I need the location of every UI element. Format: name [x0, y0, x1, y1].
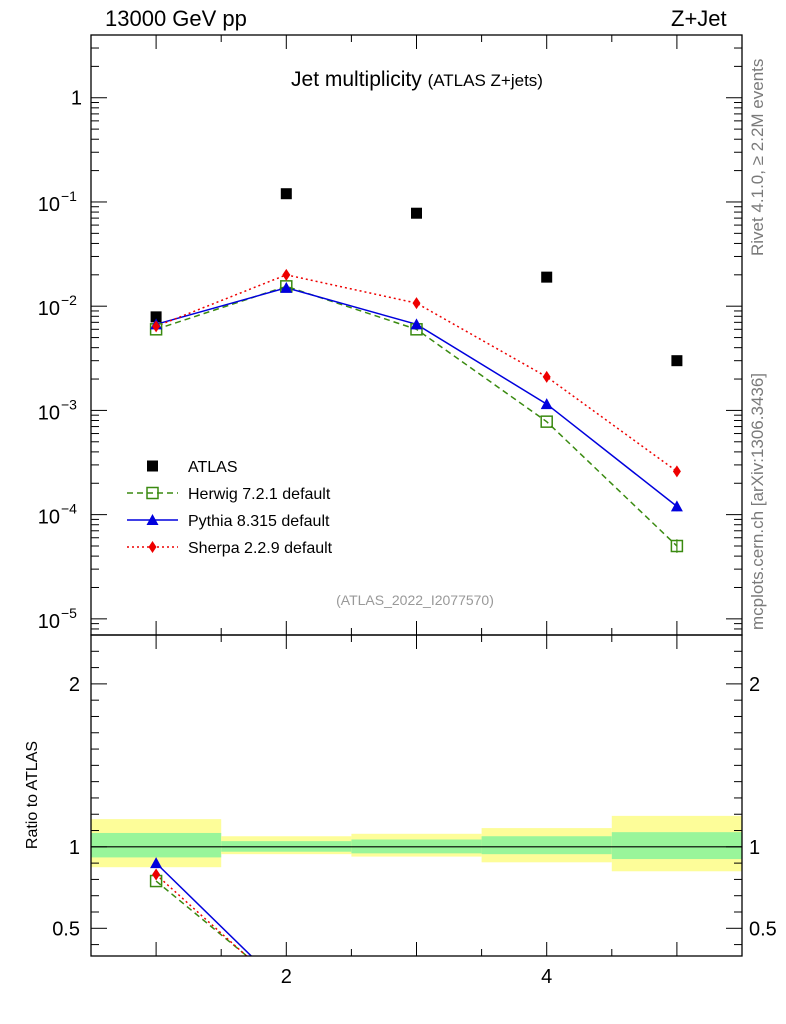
y-tick-label: 10 [38, 402, 60, 424]
ratio-line-0 [155, 880, 249, 956]
ratio-point [152, 868, 161, 881]
legend-label: ATLAS [188, 459, 238, 476]
data-point [541, 271, 553, 283]
data-point [540, 415, 553, 428]
chart-title: Jet multiplicity (ATLAS Z+jets) [291, 68, 543, 91]
legend-label: Pythia 8.315 default [188, 513, 330, 530]
data-point [280, 281, 293, 293]
data-point [150, 311, 162, 323]
ratio-tick-label-left: 1 [69, 837, 80, 859]
data-point [671, 355, 683, 367]
y-tick-label: 10 [38, 507, 60, 529]
data-point [152, 320, 161, 333]
y-tick-exponent: −2 [61, 292, 77, 308]
ratio-band-inner [611, 832, 742, 860]
ratio-tick-label-right: 0.5 [749, 918, 777, 940]
y-tick-exponent: −4 [61, 501, 77, 517]
ratio-band-inner [91, 832, 222, 858]
ratio-y-axis-label: Ratio to ATLAS [24, 741, 41, 849]
ratio-line-1 [155, 862, 253, 956]
ratio-tick-label-right: 1 [749, 837, 760, 859]
legend-label: Herwig 7.2.1 default [188, 486, 331, 503]
data-point [282, 268, 291, 281]
ratio-tick-label-left: 0.5 [52, 918, 80, 940]
ratio-tick-label-left: 2 [69, 674, 80, 696]
analysis-tag: (ATLAS_2022_I2077570) [336, 592, 494, 608]
ratio-band-inner [481, 836, 612, 855]
data-point [280, 188, 292, 200]
process-label: Z+Jet [671, 6, 727, 31]
data-point [672, 465, 681, 478]
data-point [540, 398, 553, 410]
data-point [412, 297, 421, 310]
series-line-3 [155, 274, 678, 472]
x-tick-label: 4 [541, 966, 552, 988]
y-tick-label: 10 [38, 194, 60, 216]
legend-marker [148, 541, 157, 553]
data-point [410, 318, 423, 330]
y-tick-exponent: −1 [61, 188, 77, 204]
legend-label: Sherpa 2.2.9 default [188, 540, 333, 557]
data-point [411, 207, 422, 219]
legend-marker [146, 486, 159, 500]
y-tick-label: 10 [38, 611, 60, 633]
y-tick-label: 10 [38, 298, 60, 320]
legend-marker [146, 514, 159, 525]
legend-marker [147, 460, 158, 472]
data-point [542, 370, 551, 383]
ratio-tick-label-right: 2 [749, 674, 760, 696]
ratio-line-2 [155, 873, 248, 956]
ratio-point [150, 857, 163, 869]
energy-label: 13000 GeV pp [105, 6, 247, 31]
y-tick-exponent: −3 [61, 396, 77, 412]
y-tick-label: 1 [71, 88, 82, 110]
y-tick-exponent: −5 [61, 605, 77, 621]
x-tick-label: 2 [281, 966, 292, 988]
